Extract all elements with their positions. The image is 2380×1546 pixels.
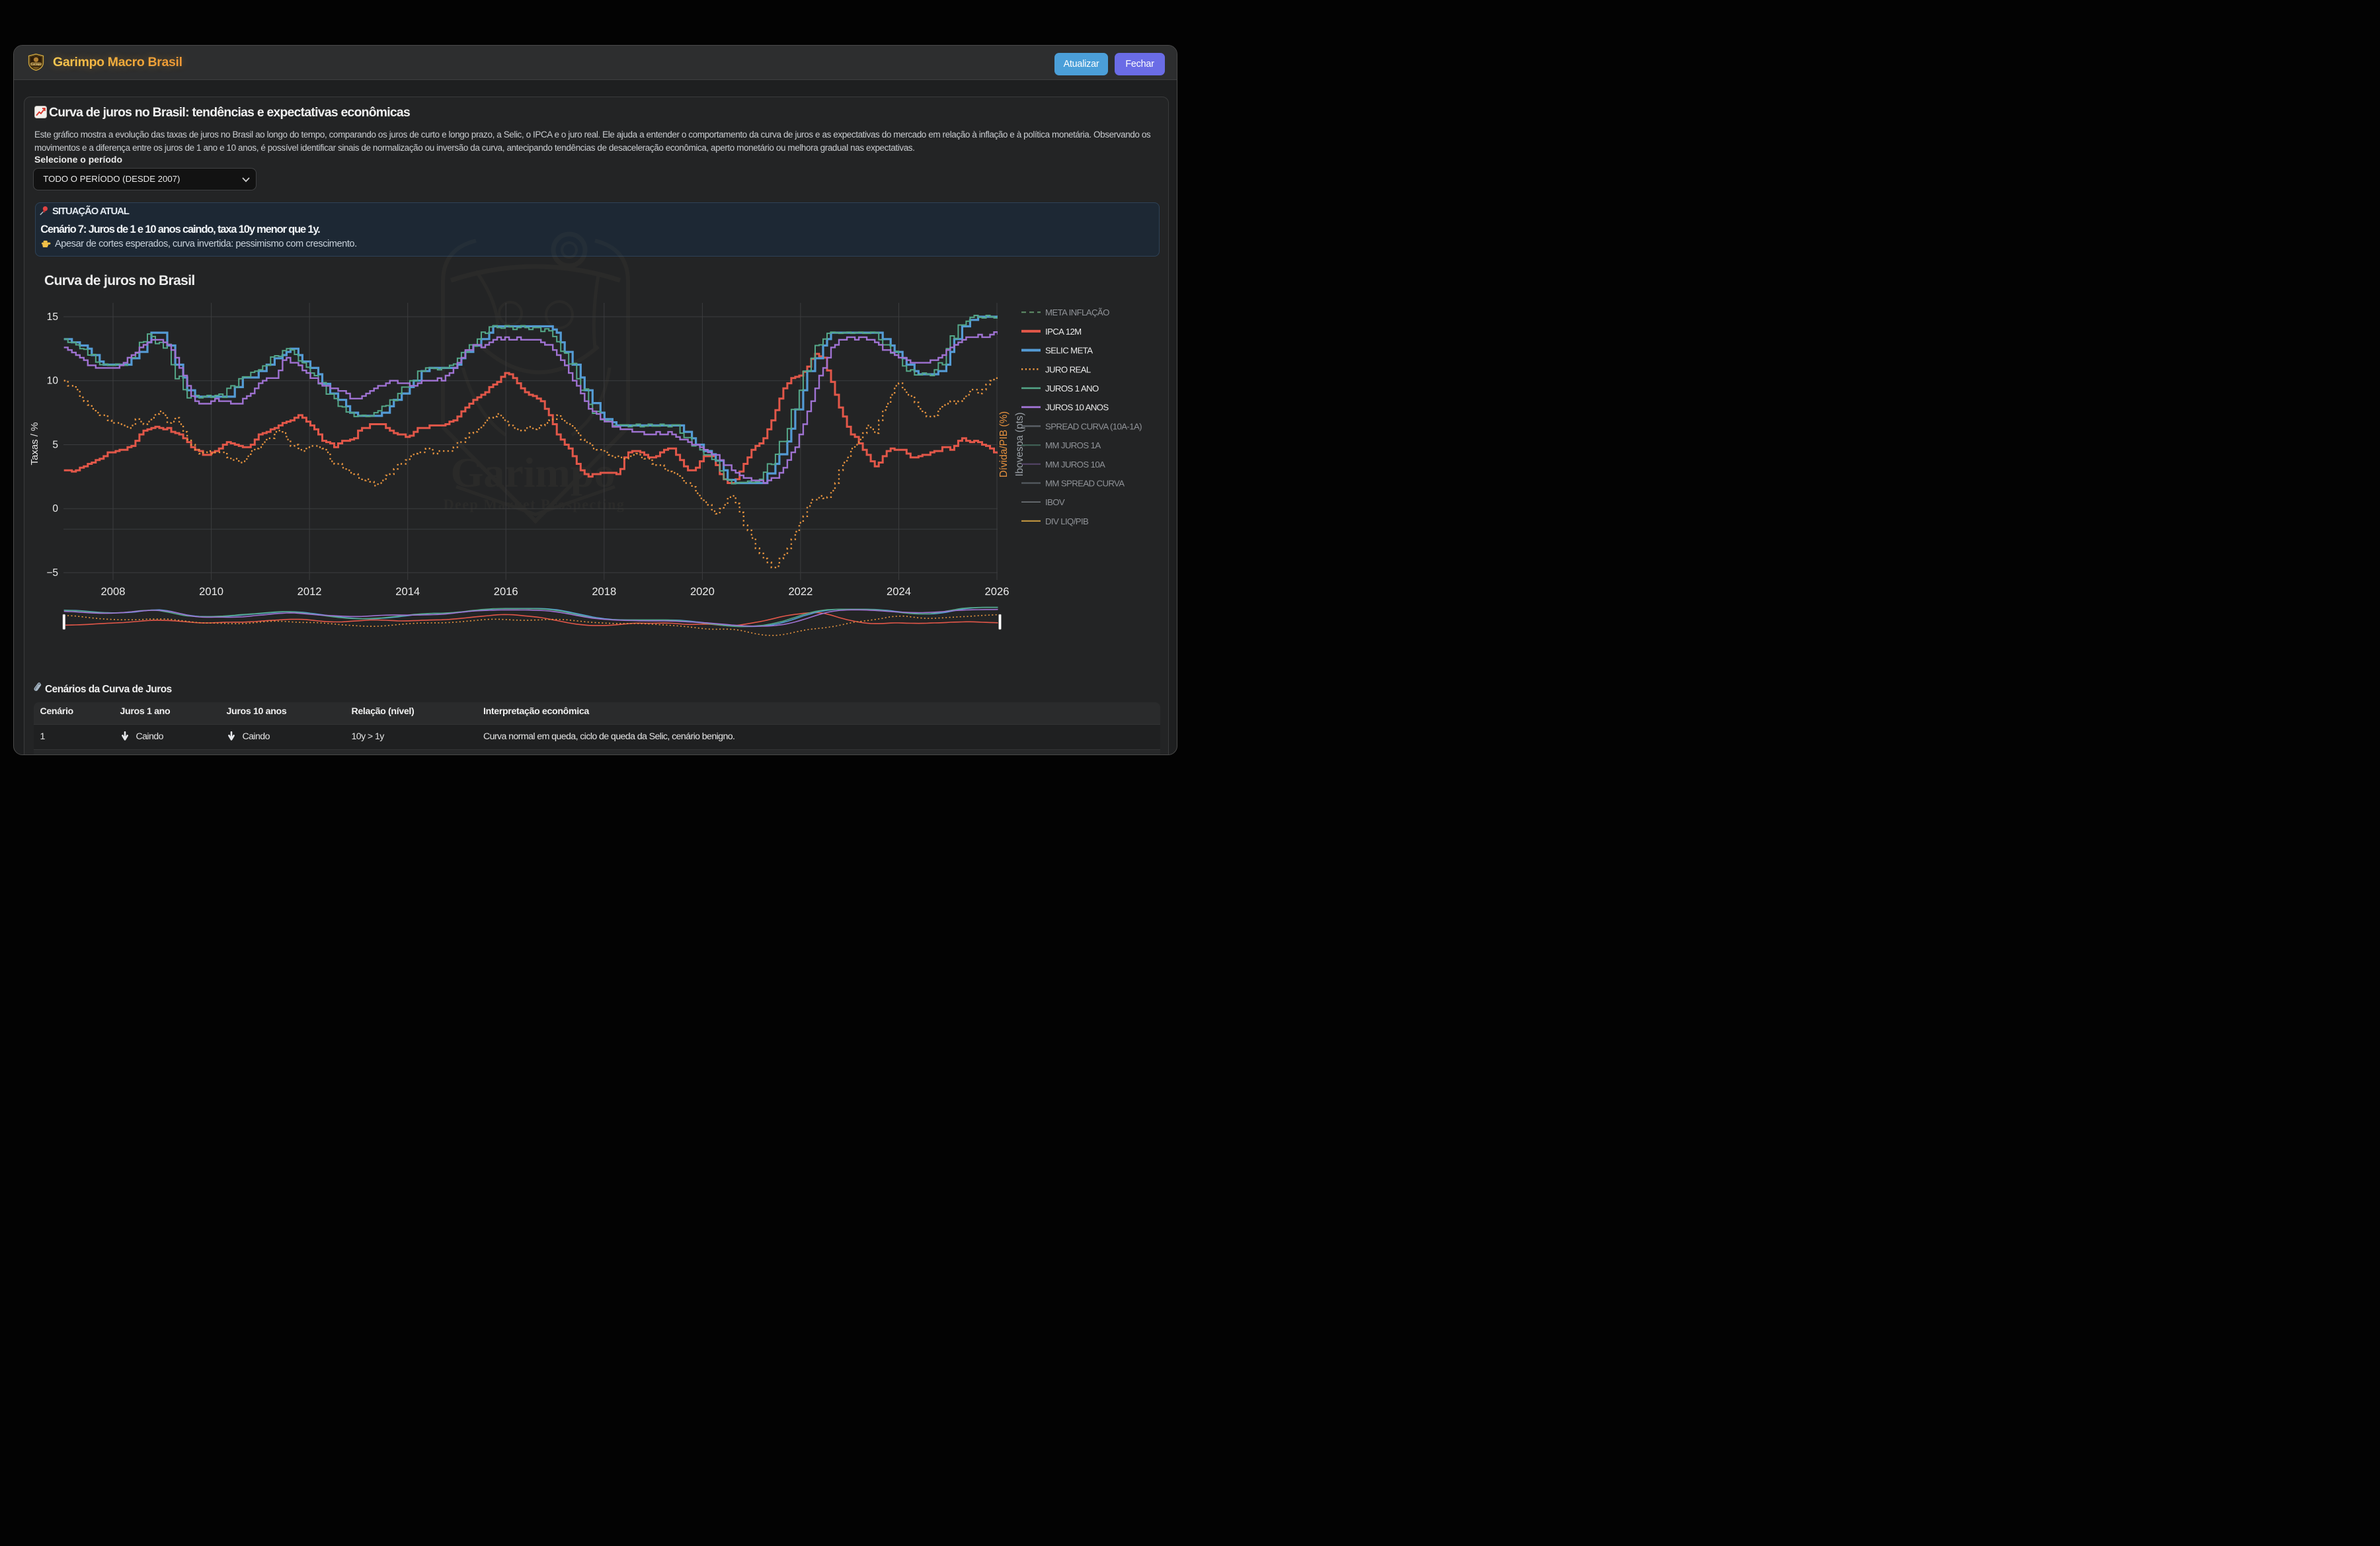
svg-text:JUROS 10 ANOS: JUROS 10 ANOS	[1045, 403, 1109, 413]
svg-text:SELIC META: SELIC META	[1045, 346, 1093, 356]
svg-text:10: 10	[47, 376, 59, 387]
svg-text:IPCA 12M: IPCA 12M	[1045, 327, 1082, 337]
svg-text:−5: −5	[47, 567, 59, 579]
svg-text:2022: 2022	[789, 585, 813, 598]
svg-text:2018: 2018	[592, 585, 617, 598]
svg-text:SPREAD CURVA (10A-1A): SPREAD CURVA (10A-1A)	[1045, 422, 1142, 432]
svg-text:Dívida/PIB (%): Dívida/PIB (%)	[998, 411, 1010, 477]
svg-text:2012: 2012	[298, 585, 322, 598]
svg-text:MM JUROS 1A: MM JUROS 1A	[1045, 440, 1101, 450]
svg-text:2016: 2016	[494, 585, 518, 598]
svg-text:IBOV: IBOV	[1045, 497, 1065, 507]
svg-text:5: 5	[53, 440, 59, 451]
svg-text:2010: 2010	[199, 585, 223, 598]
svg-text:DIV LIQ/PIB: DIV LIQ/PIB	[1045, 516, 1089, 526]
svg-text:JUROS 1 ANO: JUROS 1 ANO	[1045, 384, 1099, 393]
svg-text:Ibovespa (pts): Ibovespa (pts)	[1014, 413, 1025, 477]
svg-text:2024: 2024	[887, 585, 911, 598]
svg-text:2014: 2014	[395, 585, 420, 598]
svg-text:0: 0	[53, 503, 59, 514]
svg-text:JURO REAL: JURO REAL	[1045, 365, 1091, 375]
svg-text:MM JUROS 10A: MM JUROS 10A	[1045, 460, 1105, 469]
svg-text:2026: 2026	[985, 585, 1010, 598]
svg-text:MM SPREAD CURVA: MM SPREAD CURVA	[1045, 479, 1125, 489]
svg-text:Garimpo: Garimpo	[31, 63, 41, 65]
svg-text:Taxas / %: Taxas / %	[29, 423, 40, 466]
svg-text:15: 15	[47, 311, 58, 323]
svg-text:2008: 2008	[101, 585, 126, 598]
svg-text:2020: 2020	[690, 585, 715, 598]
svg-text:META INFLAÇÃO: META INFLAÇÃO	[1045, 307, 1109, 317]
